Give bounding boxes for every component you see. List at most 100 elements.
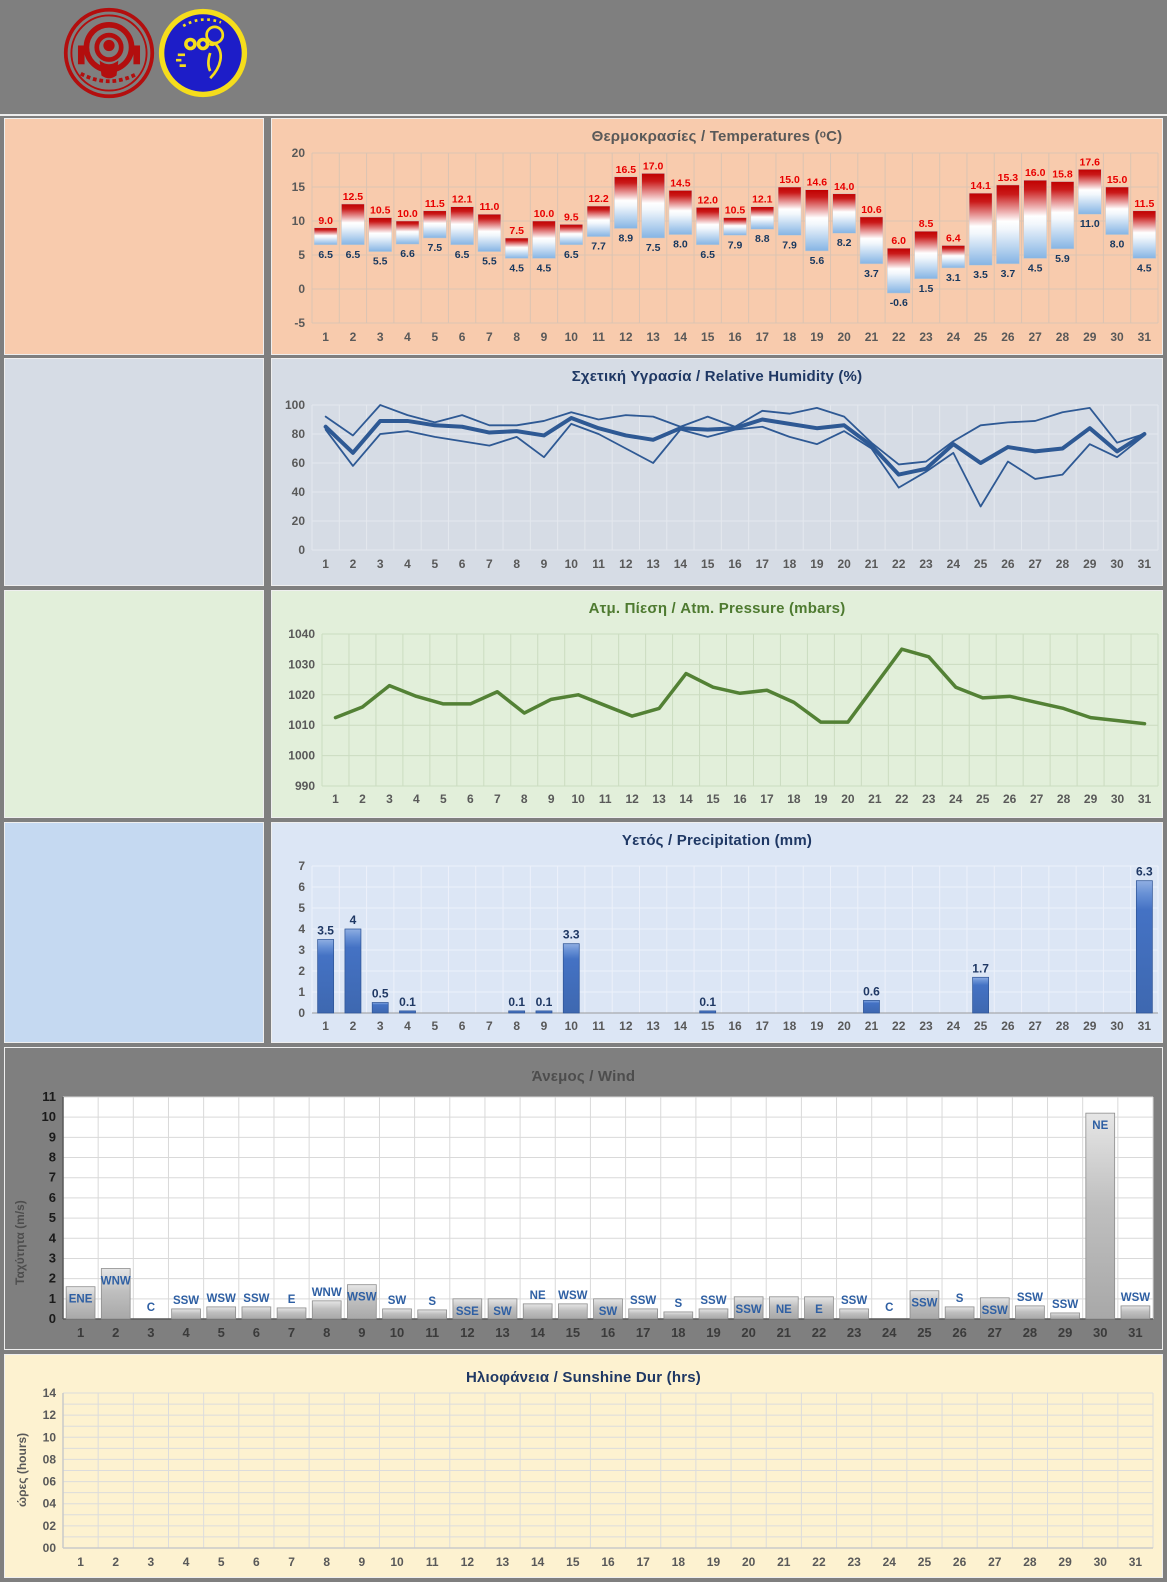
svg-text:11: 11 (592, 1019, 605, 1033)
svg-text:1: 1 (322, 1019, 329, 1033)
svg-text:1000: 1000 (288, 749, 315, 763)
svg-text:10.5: 10.5 (370, 205, 391, 217)
svg-text:14: 14 (43, 1386, 57, 1400)
svg-text:16: 16 (601, 1555, 615, 1569)
svg-text:9: 9 (541, 1019, 548, 1033)
svg-text:SSW: SSW (630, 1295, 656, 1307)
svg-text:24: 24 (883, 1555, 897, 1569)
svg-text:4: 4 (404, 330, 411, 344)
svg-text:20: 20 (742, 1555, 756, 1569)
svg-text:30: 30 (1110, 330, 1124, 344)
svg-text:6.5: 6.5 (455, 249, 470, 261)
svg-text:7: 7 (288, 1325, 295, 1340)
svg-text:14: 14 (674, 557, 688, 571)
svg-text:15.3: 15.3 (998, 172, 1019, 184)
svg-text:15: 15 (566, 1325, 580, 1340)
svg-text:4.5: 4.5 (537, 262, 552, 274)
svg-text:23: 23 (847, 1555, 861, 1569)
svg-text:29: 29 (1058, 1555, 1072, 1569)
svg-text:17: 17 (636, 1325, 650, 1340)
svg-text:6: 6 (298, 880, 305, 894)
svg-text:18: 18 (671, 1325, 685, 1340)
svg-text:3.3: 3.3 (563, 928, 580, 942)
svg-text:10.5: 10.5 (725, 205, 746, 217)
svg-text:31: 31 (1138, 792, 1152, 806)
svg-text:15.0: 15.0 (1107, 174, 1128, 186)
wind-y-axis-label: Ταχύτητα (m/s) (13, 1200, 27, 1286)
svg-text:WNW: WNW (101, 1276, 131, 1288)
svg-text:SSW: SSW (982, 1305, 1008, 1317)
svg-text:2: 2 (112, 1555, 119, 1569)
pressure-side-panel (4, 590, 264, 818)
svg-text:11.5: 11.5 (1134, 198, 1154, 210)
svg-text:17.0: 17.0 (643, 160, 664, 172)
svg-text:3: 3 (386, 792, 393, 806)
svg-text:2: 2 (49, 1271, 56, 1286)
svg-text:5: 5 (440, 792, 447, 806)
svg-text:0: 0 (298, 543, 305, 557)
svg-text:30: 30 (1094, 1555, 1108, 1569)
svg-text:13: 13 (646, 557, 660, 571)
svg-text:11.5: 11.5 (425, 198, 445, 210)
svg-text:26: 26 (1001, 330, 1015, 344)
svg-text:29: 29 (1084, 792, 1098, 806)
svg-text:8: 8 (323, 1325, 330, 1340)
svg-text:18: 18 (672, 1555, 686, 1569)
svg-text:14: 14 (674, 1019, 688, 1033)
svg-text:SSW: SSW (700, 1295, 726, 1307)
svg-text:21: 21 (777, 1325, 791, 1340)
svg-text:10: 10 (565, 1019, 579, 1033)
svg-text:29: 29 (1083, 557, 1097, 571)
svg-text:31: 31 (1129, 1555, 1143, 1569)
svg-text:15: 15 (701, 557, 715, 571)
svg-text:27: 27 (1029, 330, 1043, 344)
svg-text:S: S (428, 1296, 436, 1308)
svg-text:10.0: 10.0 (534, 208, 555, 220)
svg-text:9: 9 (359, 1555, 366, 1569)
svg-text:18: 18 (783, 557, 797, 571)
svg-text:16: 16 (601, 1325, 615, 1340)
svg-text:28: 28 (1056, 557, 1070, 571)
svg-text:4: 4 (413, 792, 420, 806)
svg-text:SSW: SSW (841, 1295, 867, 1307)
svg-text:10.6: 10.6 (861, 204, 882, 216)
svg-text:22: 22 (892, 1019, 906, 1033)
svg-text:17: 17 (756, 330, 770, 344)
svg-text:13: 13 (652, 792, 666, 806)
svg-text:20: 20 (292, 514, 306, 528)
svg-text:18: 18 (783, 1019, 797, 1033)
svg-text:12.2: 12.2 (588, 193, 609, 205)
svg-text:7.5: 7.5 (428, 242, 443, 254)
svg-text:7: 7 (486, 330, 493, 344)
svg-text:8.5: 8.5 (919, 218, 934, 230)
svg-text:16: 16 (728, 330, 742, 344)
svg-text:4.5: 4.5 (509, 262, 524, 274)
svg-text:2: 2 (350, 330, 357, 344)
svg-text:14: 14 (531, 1555, 545, 1569)
svg-text:27: 27 (988, 1555, 1002, 1569)
svg-text:12.5: 12.5 (343, 191, 364, 203)
svg-text:3.7: 3.7 (1001, 268, 1016, 280)
svg-text:18: 18 (783, 330, 797, 344)
svg-text:26: 26 (953, 1555, 967, 1569)
svg-text:SSW: SSW (1017, 1292, 1043, 1304)
svg-text:18: 18 (787, 792, 801, 806)
svg-text:6.5: 6.5 (346, 249, 361, 261)
svg-text:24: 24 (947, 1019, 961, 1033)
svg-text:15: 15 (701, 1019, 715, 1033)
svg-text:14.5: 14.5 (670, 177, 691, 189)
svg-text:31: 31 (1128, 1325, 1142, 1340)
svg-text:3.5: 3.5 (317, 924, 334, 938)
svg-text:6.6: 6.6 (400, 248, 415, 260)
svg-text:5: 5 (298, 901, 305, 915)
svg-text:2: 2 (359, 792, 366, 806)
svg-text:25: 25 (974, 557, 988, 571)
svg-text:9: 9 (541, 330, 548, 344)
svg-text:7: 7 (49, 1170, 56, 1185)
svg-text:6: 6 (459, 557, 466, 571)
svg-text:E: E (288, 1294, 296, 1306)
svg-text:6: 6 (253, 1555, 260, 1569)
wind-chart-panel: 11 10 9 8 7 6 5 4 3 2 1 0 1 2 3 4 5 6 7 8 9 10 11 12 13 14 15 16 17 1… (4, 1047, 1163, 1350)
